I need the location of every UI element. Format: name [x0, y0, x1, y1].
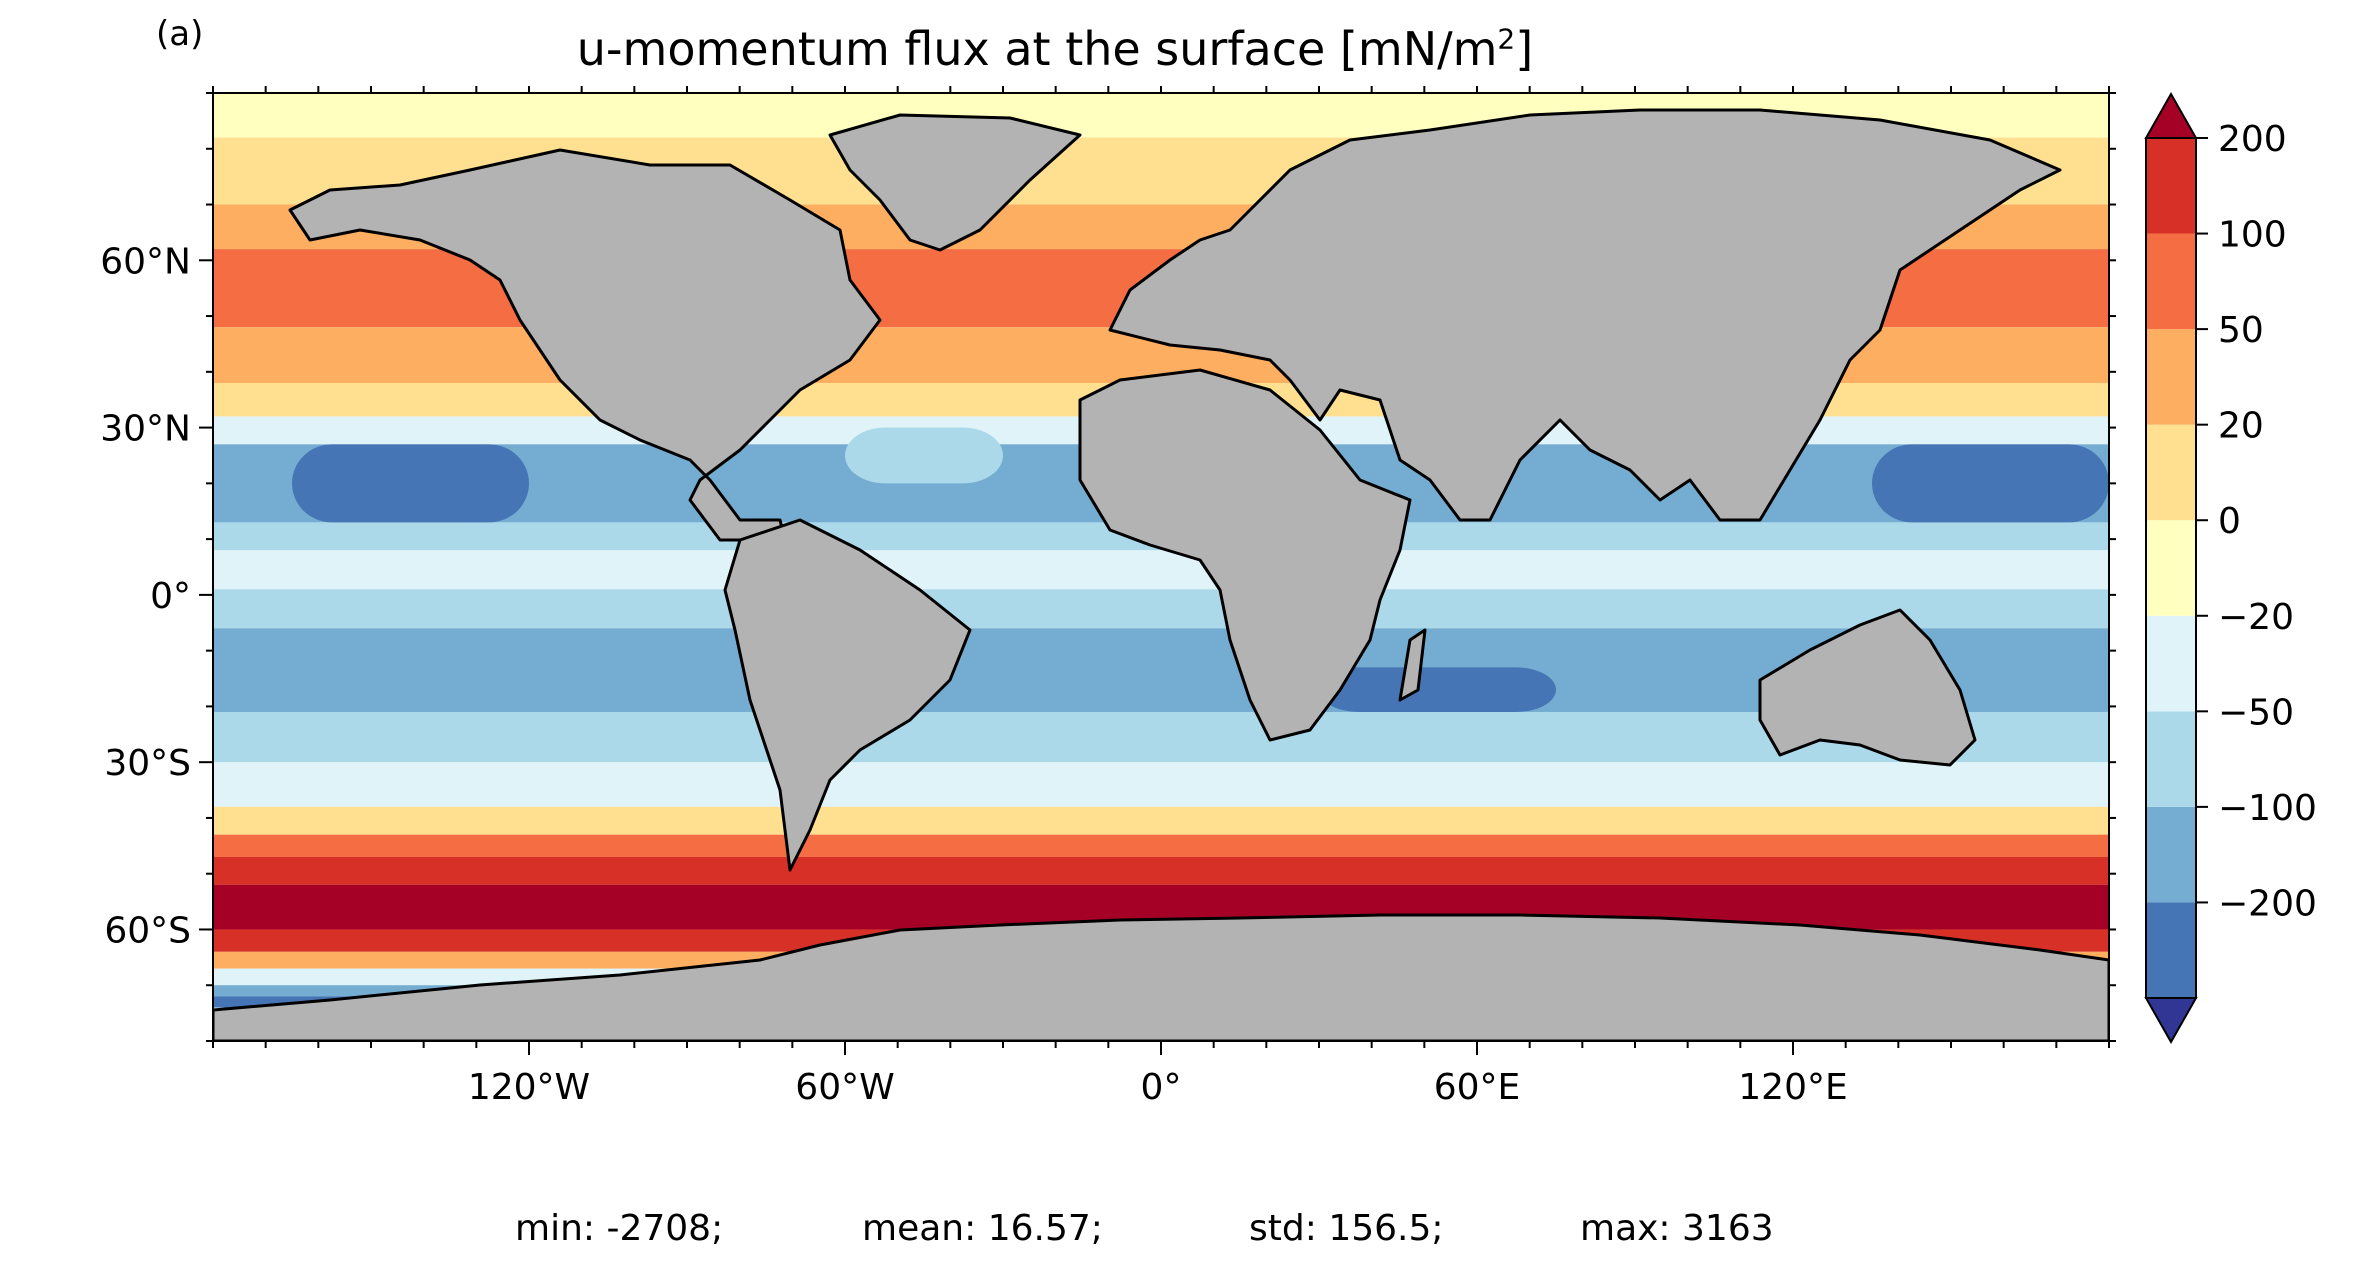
- y-axis: 60°N 30°N 0° 30°S 60°S: [100, 92, 2116, 1042]
- stat-std: std: 156.5;: [1249, 1208, 1444, 1249]
- colorbar-tick-label: −100: [2218, 788, 2317, 829]
- y-tick-label: 30°S: [104, 743, 191, 784]
- y-tick-label: 60°N: [100, 241, 191, 282]
- colorbar-extend-min: [2144, 997, 2198, 1045]
- colorbar-tick-label: 50: [2218, 310, 2264, 351]
- colorbar-segment: [2146, 329, 2196, 425]
- landmass-madagascar: [1398, 628, 1427, 702]
- flux-core: [1319, 667, 1556, 712]
- colorbar-extend-max: [2144, 91, 2198, 139]
- stat-label: mean:: [862, 1208, 977, 1249]
- landmass-greenland: [828, 113, 1082, 252]
- landmass-australia: [1758, 608, 1977, 767]
- map-title: u-momentum flux at the surface [mN/m2]: [210, 22, 1900, 76]
- landmass-south-america: [723, 518, 972, 872]
- landmass-antarctica: [213, 913, 2109, 1041]
- x-tick-label: 120°E: [1738, 1067, 1847, 1108]
- stat-value: -2708;: [606, 1208, 724, 1249]
- landmass-eurasia: [1108, 108, 2062, 522]
- colorbar-segment: [2146, 424, 2196, 521]
- x-tick-label: 60°E: [1434, 1067, 1521, 1108]
- stat-label: min:: [515, 1208, 596, 1249]
- x-tick-label: 120°W: [468, 1067, 590, 1108]
- colorbar-tick-label: 0: [2218, 501, 2241, 542]
- flux-core: [1872, 444, 2109, 523]
- colorbar-segment: [2146, 233, 2196, 330]
- stat-max: max: 3163: [1580, 1208, 1774, 1249]
- flux-core: [292, 444, 529, 523]
- colorbar-tick-label: −200: [2218, 883, 2317, 924]
- colorbar-tick-label: 100: [2218, 215, 2287, 256]
- colorbar-segment: [2146, 902, 2196, 998]
- y-tick-label: 60°S: [104, 910, 191, 951]
- flux-band: [213, 762, 2109, 807]
- flux-band: [213, 834, 2109, 857]
- landmass-africa: [1078, 368, 1412, 742]
- colorbar-segment: [2146, 711, 2196, 807]
- stat-label: max:: [1580, 1208, 1671, 1249]
- flux-band: [213, 806, 2109, 835]
- flux-band: [213, 856, 2109, 885]
- stat-value: 16.57;: [987, 1208, 1103, 1249]
- stat-mean: mean: 16.57;: [862, 1208, 1103, 1249]
- colorbar-tick-label: 20: [2218, 406, 2264, 447]
- landmass-north-america: [288, 148, 882, 562]
- colorbar-tick-label: 200: [2218, 119, 2287, 160]
- colorbar-segment: [2146, 806, 2196, 903]
- stat-value: 156.5;: [1328, 1208, 1444, 1249]
- title-close: ]: [1515, 22, 1534, 76]
- colorbar-segment: [2146, 520, 2196, 616]
- colorbar-segment: [2146, 615, 2196, 712]
- x-axis: 120°W 60°W 0° 60°E 120°E: [212, 86, 2110, 1108]
- x-tick-label: 60°W: [795, 1067, 894, 1108]
- colorbar-tick-label: −20: [2218, 597, 2294, 638]
- land-masses: [213, 108, 2109, 1041]
- map-area: [213, 93, 2109, 1041]
- y-tick-label: 30°N: [100, 409, 191, 450]
- y-tick-label: 0°: [150, 576, 191, 617]
- panel-label: (a): [156, 14, 204, 54]
- stat-value: 3163: [1682, 1208, 1774, 1249]
- stat-label: std:: [1249, 1208, 1317, 1249]
- colorbar-frame: [2145, 137, 2197, 999]
- title-superscript: 2: [1497, 22, 1516, 56]
- flux-band: [213, 550, 2109, 590]
- colorbar-tick-label: −50: [2218, 692, 2294, 733]
- stat-min: min: -2708;: [515, 1208, 723, 1249]
- colorbar-segment: [2146, 138, 2196, 234]
- x-tick-label: 0°: [1141, 1067, 1182, 1108]
- title-text: u-momentum flux at the surface [mN/m: [576, 22, 1498, 76]
- flux-core: [845, 427, 1003, 484]
- flux-band: [213, 589, 2109, 629]
